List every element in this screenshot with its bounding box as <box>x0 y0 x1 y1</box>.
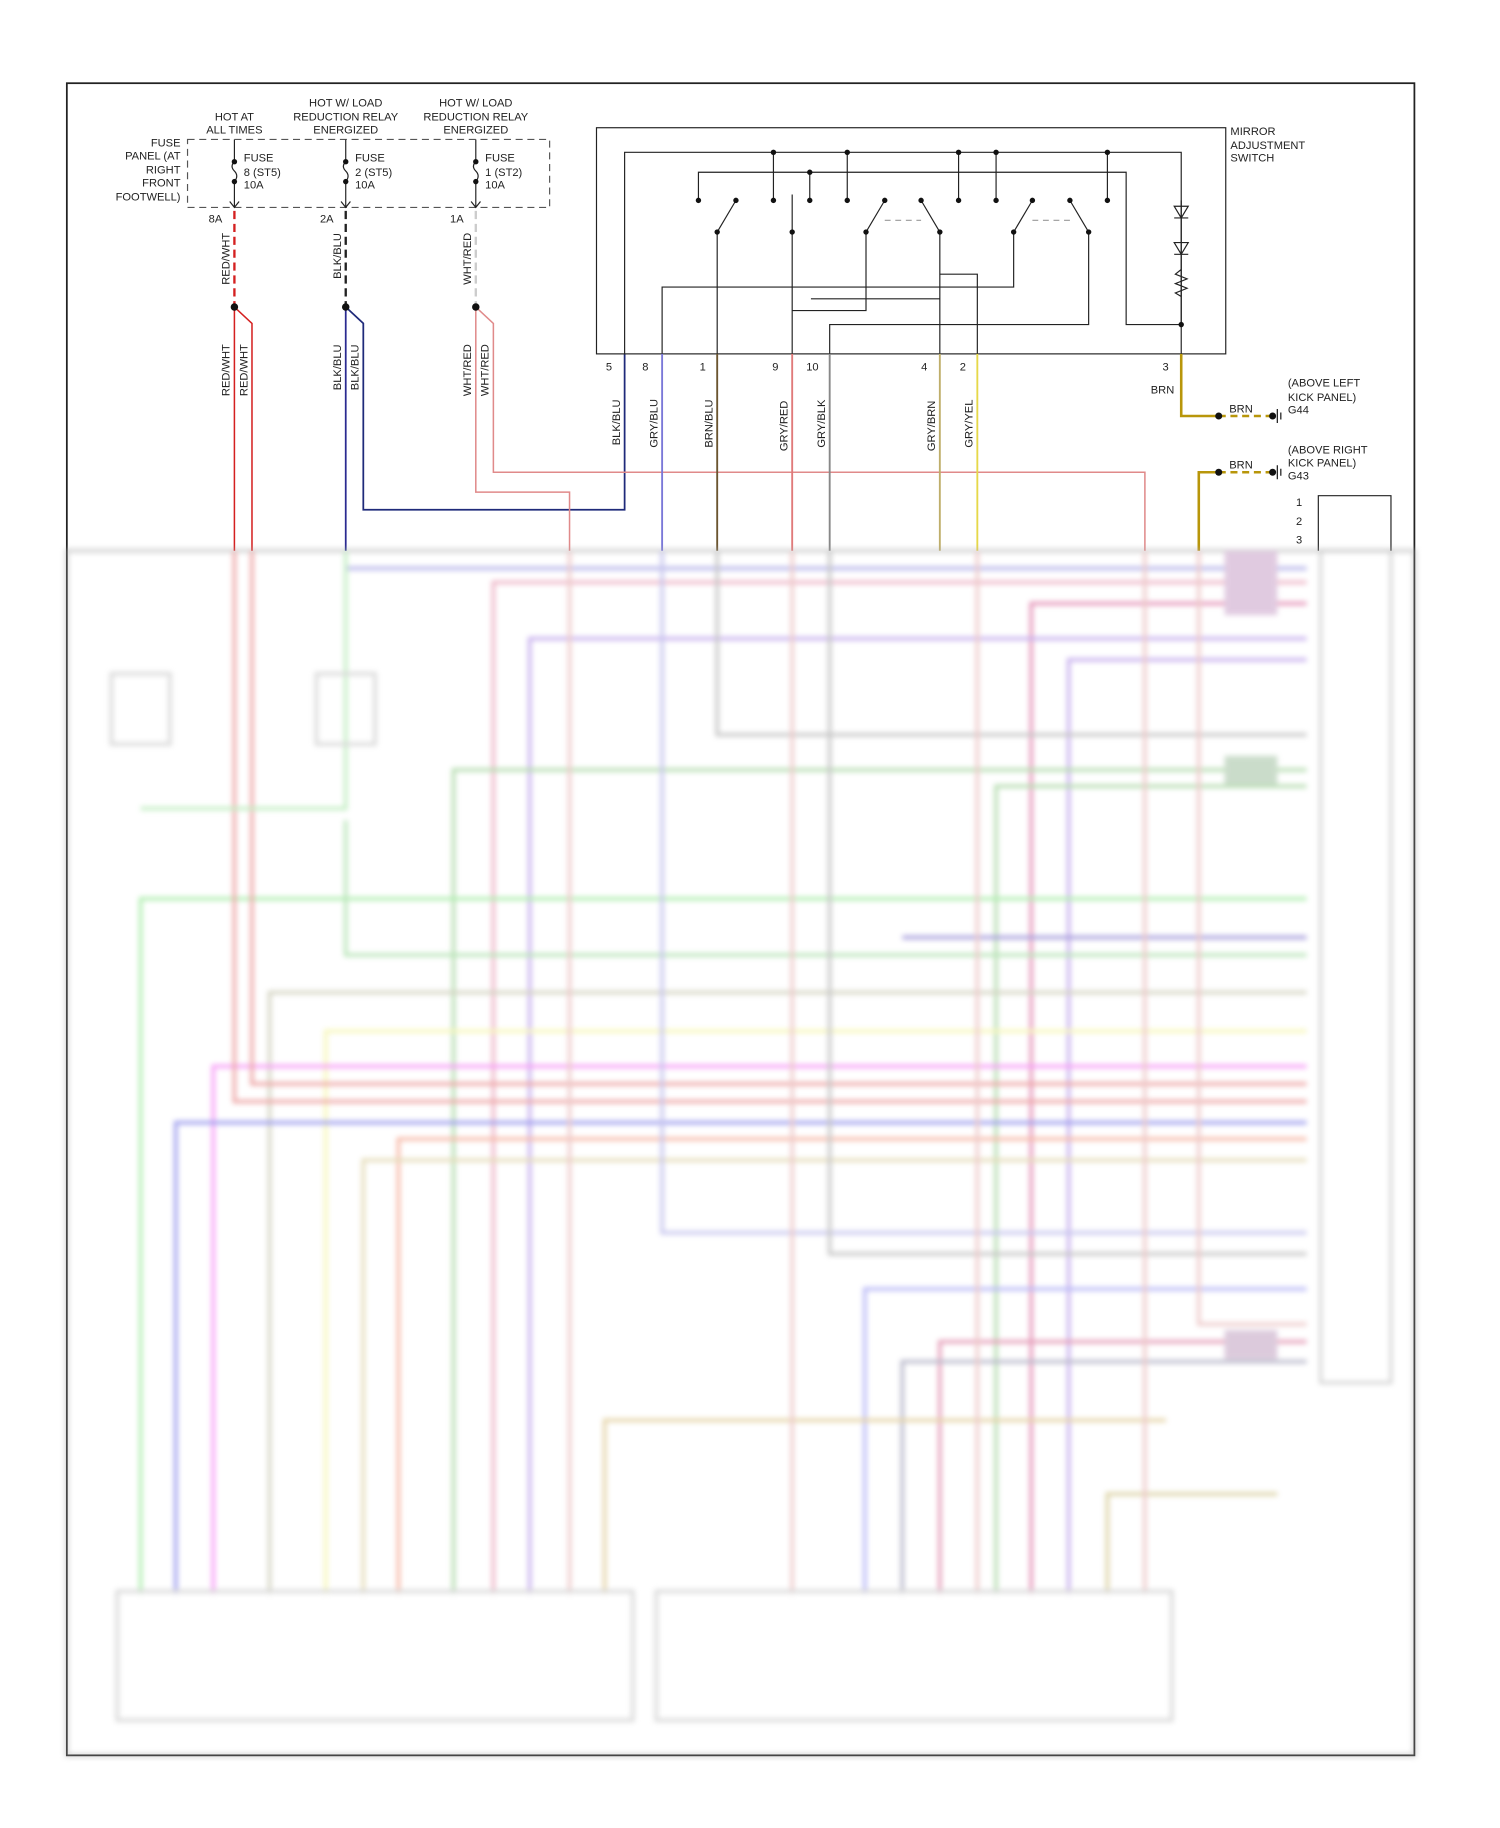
switch-pin-labels: 5 8 1 9 10 4 2 3 BLK/BLU GRY/BLU BRN/BLU… <box>606 361 1174 451</box>
wire-label-blk-blu-a: BLK/BLU <box>332 233 344 279</box>
fuse-2-header-1: REDUCTION RELAY <box>293 112 398 124</box>
wire-label-pin-4: GRY/BRN <box>926 401 938 452</box>
connector-pin-3: 3 <box>1296 535 1302 547</box>
terminal-8a: 8A <box>209 214 223 226</box>
blurred-lower-diagram <box>65 548 1417 1758</box>
fuse-2-header-0: HOT W/ LOAD <box>309 98 382 110</box>
fuse-1-id: 1 (ST2) <box>485 167 522 179</box>
terminal-1a: 1A <box>450 214 464 226</box>
split-wire-label-4: WHT/RED <box>462 344 474 396</box>
fuse-panel-label-3: FRONT <box>142 177 181 189</box>
wire-label-pin-1: BRN/BLU <box>704 399 716 447</box>
fuse-1-header-0: HOT W/ LOAD <box>439 98 512 110</box>
g43-id: G43 <box>1288 470 1309 482</box>
pin-10: 10 <box>806 361 818 373</box>
fuse-1-name: FUSE <box>485 153 515 165</box>
pin-5: 5 <box>606 361 612 373</box>
wire-label-red-wht-a: RED/WHT <box>221 233 233 285</box>
ground-g44: BRN (ABOVE LEFT KICK PANEL) G44 <box>1229 378 1360 417</box>
wire-label-pin-3: BRN <box>1151 385 1174 397</box>
fuse-2-header-2: ENERGIZED <box>313 125 378 137</box>
split-wire-label-0: RED/WHT <box>221 344 233 396</box>
module-connector: 1 2 3 <box>1296 495 1392 551</box>
pin-8: 8 <box>642 361 648 373</box>
switch-pin-wires <box>661 353 1273 551</box>
connector-pin-1: 1 <box>1296 497 1302 509</box>
split-wire-label-3: BLK/BLU <box>350 344 362 390</box>
pin-1: 1 <box>700 361 706 373</box>
wire-label-pin-2: GRY/YEL <box>964 400 976 448</box>
pin-2: 2 <box>960 361 966 373</box>
connector-pin-2: 2 <box>1296 516 1302 528</box>
g44-id: G44 <box>1288 405 1309 417</box>
fuse-8-id: 8 (ST5) <box>244 167 281 179</box>
mirror-switch-label-0: MIRROR <box>1230 126 1275 138</box>
fuse-8-header-1: ALL TIMES <box>206 125 262 137</box>
g44-location-1: KICK PANEL) <box>1288 392 1357 404</box>
fuse-8-rating: 10A <box>244 180 264 192</box>
mirror-adjustment-switch: MIRROR ADJUSTMENT SWITCH <box>595 126 1305 355</box>
fuse-1-rating: 10A <box>485 180 505 192</box>
wire-label-wht-red-a: WHT/RED <box>462 233 474 285</box>
fuse-panel-label-2: RIGHT <box>146 164 181 176</box>
g44-wire: BRN <box>1229 403 1252 415</box>
fuse-panel-label-1: PANEL (AT <box>125 150 181 162</box>
terminal-2a: 2A <box>320 214 334 226</box>
mirror-switch-label-1: ADJUSTMENT <box>1230 140 1305 152</box>
fuse-8-name: FUSE <box>244 153 274 165</box>
split-wire-label-5: WHT/RED <box>480 344 492 396</box>
fuse-panel: FUSE PANEL (AT RIGHT FRONT FOOTWELL) HOT… <box>116 98 551 226</box>
wire-label-pin-8: GRY/BLU <box>648 399 660 448</box>
split-wire-label-2: BLK/BLU <box>332 344 344 390</box>
fuse-panel-label-4: FOOTWELL) <box>116 191 181 203</box>
mirror-switch-label-2: SWITCH <box>1230 153 1274 165</box>
pin-4: 4 <box>921 361 927 373</box>
fuse-2-name: FUSE <box>355 153 385 165</box>
fuse-1-header-1: REDUCTION RELAY <box>423 112 528 124</box>
ground-g43: BRN (ABOVE RIGHT KICK PANEL) G43 <box>1229 444 1368 482</box>
g43-wire: BRN <box>1229 460 1252 472</box>
fuse-output-wires <box>233 210 1146 551</box>
wire-label-pin-10: GRY/BLK <box>816 399 828 448</box>
g43-location-1: KICK PANEL) <box>1288 457 1357 469</box>
split-wire-label-1: RED/WHT <box>238 344 250 396</box>
fuse-2-rating: 10A <box>355 180 375 192</box>
g44-location-0: (ABOVE LEFT <box>1288 378 1361 390</box>
fuse-1-header-2: ENERGIZED <box>443 125 508 137</box>
pin-9: 9 <box>772 361 778 373</box>
wire-label-pin-9: GRY/RED <box>778 401 790 452</box>
fuse-8-header-0: HOT AT <box>215 112 254 124</box>
wire-label-pin-5: BLK/BLU <box>611 400 623 446</box>
g43-location-0: (ABOVE RIGHT <box>1288 444 1368 456</box>
fuse-2-id: 2 (ST5) <box>355 167 392 179</box>
fuse-panel-label-0: FUSE <box>151 137 181 149</box>
pin-3: 3 <box>1162 361 1168 373</box>
